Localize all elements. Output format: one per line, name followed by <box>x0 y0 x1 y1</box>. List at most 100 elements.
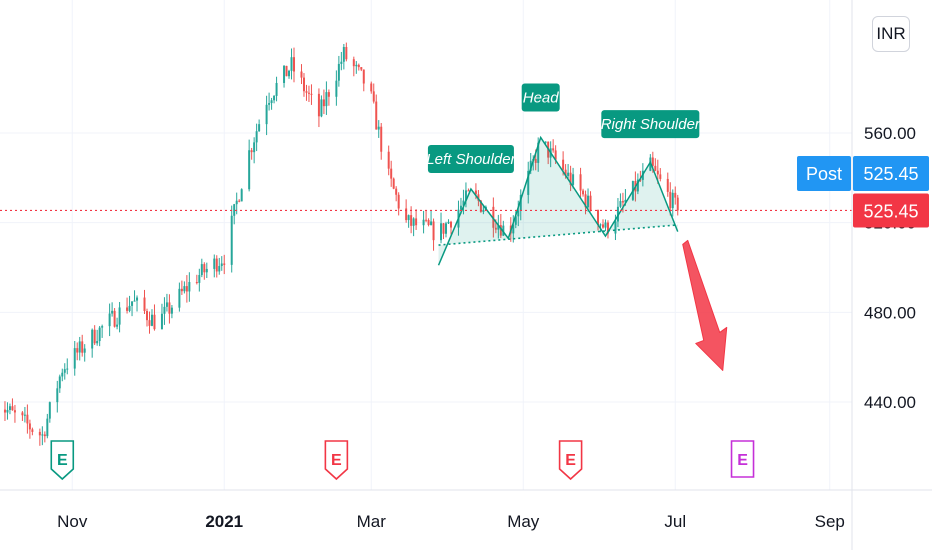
price-axis-bg <box>852 0 932 490</box>
candle-body <box>325 92 328 107</box>
left-shoulder-label-text: Left Shoulder <box>426 151 516 168</box>
head-label: Head <box>521 83 560 112</box>
candle-body <box>589 195 592 211</box>
candle-body <box>430 221 433 225</box>
candle-body <box>31 429 34 432</box>
candle-body <box>517 210 520 217</box>
candle-body <box>163 306 166 314</box>
candle-body <box>519 194 522 211</box>
candle-body <box>342 47 345 62</box>
time-axis[interactable]: Nov 2021 Mar May Jul Sep <box>57 512 845 531</box>
candle-body <box>240 189 243 202</box>
candle-body <box>41 434 44 436</box>
candle-body <box>273 95 276 101</box>
candle-body <box>410 215 413 226</box>
candle-body <box>582 190 585 195</box>
head-and-shoulders-pattern: Left Shoulder Head Right Shoulder <box>426 83 701 266</box>
candle-body <box>21 412 24 416</box>
candle-body <box>387 151 390 169</box>
earnings-marker-label: E <box>565 452 576 469</box>
post-market-tag: Post 525.45 <box>797 156 929 191</box>
pattern-outline <box>437 135 679 266</box>
candle-body <box>83 348 86 353</box>
candle-body <box>322 99 325 107</box>
candle-body <box>116 324 119 327</box>
candle-body <box>150 314 153 326</box>
candle-body <box>639 179 642 181</box>
last-price-tag-bg <box>853 193 929 228</box>
currency-button[interactable]: INR <box>872 16 910 52</box>
candle-body <box>674 192 677 198</box>
candle-body <box>195 282 198 284</box>
neckline <box>438 224 678 246</box>
candle-body <box>288 70 291 77</box>
price-tick-label: 440.00 <box>864 393 916 412</box>
candle-body <box>148 320 151 326</box>
candle-body <box>377 126 380 130</box>
candle-body <box>584 194 587 208</box>
candle-body <box>666 178 669 192</box>
time-tick-label: Jul <box>664 512 686 531</box>
candle-body <box>223 263 226 265</box>
candle-body <box>126 307 129 311</box>
candle-body <box>81 341 84 353</box>
earnings-marker[interactable]: E <box>50 440 75 481</box>
candle-body <box>337 63 340 81</box>
candle-body <box>76 348 79 353</box>
left-shoulder-label-bg <box>427 145 514 174</box>
candle-body <box>218 266 221 272</box>
earnings-marker[interactable]: E <box>730 440 755 478</box>
candle-body <box>143 297 146 312</box>
earnings-marker[interactable]: E <box>558 440 583 481</box>
candle-body <box>170 307 173 314</box>
candle-body <box>445 223 448 234</box>
candle-body <box>447 221 450 224</box>
candle-body <box>656 170 659 175</box>
candle-body <box>283 65 286 83</box>
candle-body <box>6 409 9 413</box>
candle-body <box>614 221 617 234</box>
candle-series <box>3 42 679 446</box>
candle-body <box>327 92 330 97</box>
last-price-tag: 525.45 <box>853 193 929 228</box>
candle-body <box>554 150 557 160</box>
candle-body <box>479 200 482 212</box>
candle-body <box>464 190 467 201</box>
right-shoulder-label-text: Right Shoulder <box>601 116 701 133</box>
candle-body <box>91 329 94 349</box>
last-price-tag-value: 525.45 <box>863 201 918 221</box>
candle-body <box>108 313 111 327</box>
candle-body <box>474 190 477 195</box>
candle-body <box>250 150 253 153</box>
candle-body <box>205 268 208 273</box>
candle-body <box>153 314 156 330</box>
candle-body <box>412 218 415 226</box>
earnings-marker-label: E <box>737 452 748 469</box>
candle-body <box>636 179 639 192</box>
candle-body <box>544 141 547 143</box>
earnings-badge-icon <box>558 440 583 481</box>
candle-body <box>494 227 497 230</box>
grid <box>0 0 852 490</box>
candle-body <box>360 67 363 70</box>
candle-body <box>527 170 530 195</box>
candle-body <box>98 327 101 342</box>
post-tag-price-bg <box>853 156 929 191</box>
candle-body <box>133 300 136 302</box>
earnings-marker[interactable]: E <box>324 440 349 481</box>
candle-body <box>63 369 66 373</box>
candle-body <box>390 168 393 179</box>
candle-body <box>203 264 206 273</box>
candle-body <box>562 159 565 170</box>
candle-body <box>111 310 114 314</box>
candle-body <box>362 69 365 84</box>
candle-body <box>514 216 517 225</box>
candle-body <box>449 221 452 228</box>
candle-body <box>302 77 305 92</box>
candle-body <box>569 172 572 185</box>
candle-body <box>136 297 139 301</box>
candle-body <box>300 71 303 78</box>
candle-body <box>552 148 555 151</box>
candle-body <box>11 406 14 411</box>
